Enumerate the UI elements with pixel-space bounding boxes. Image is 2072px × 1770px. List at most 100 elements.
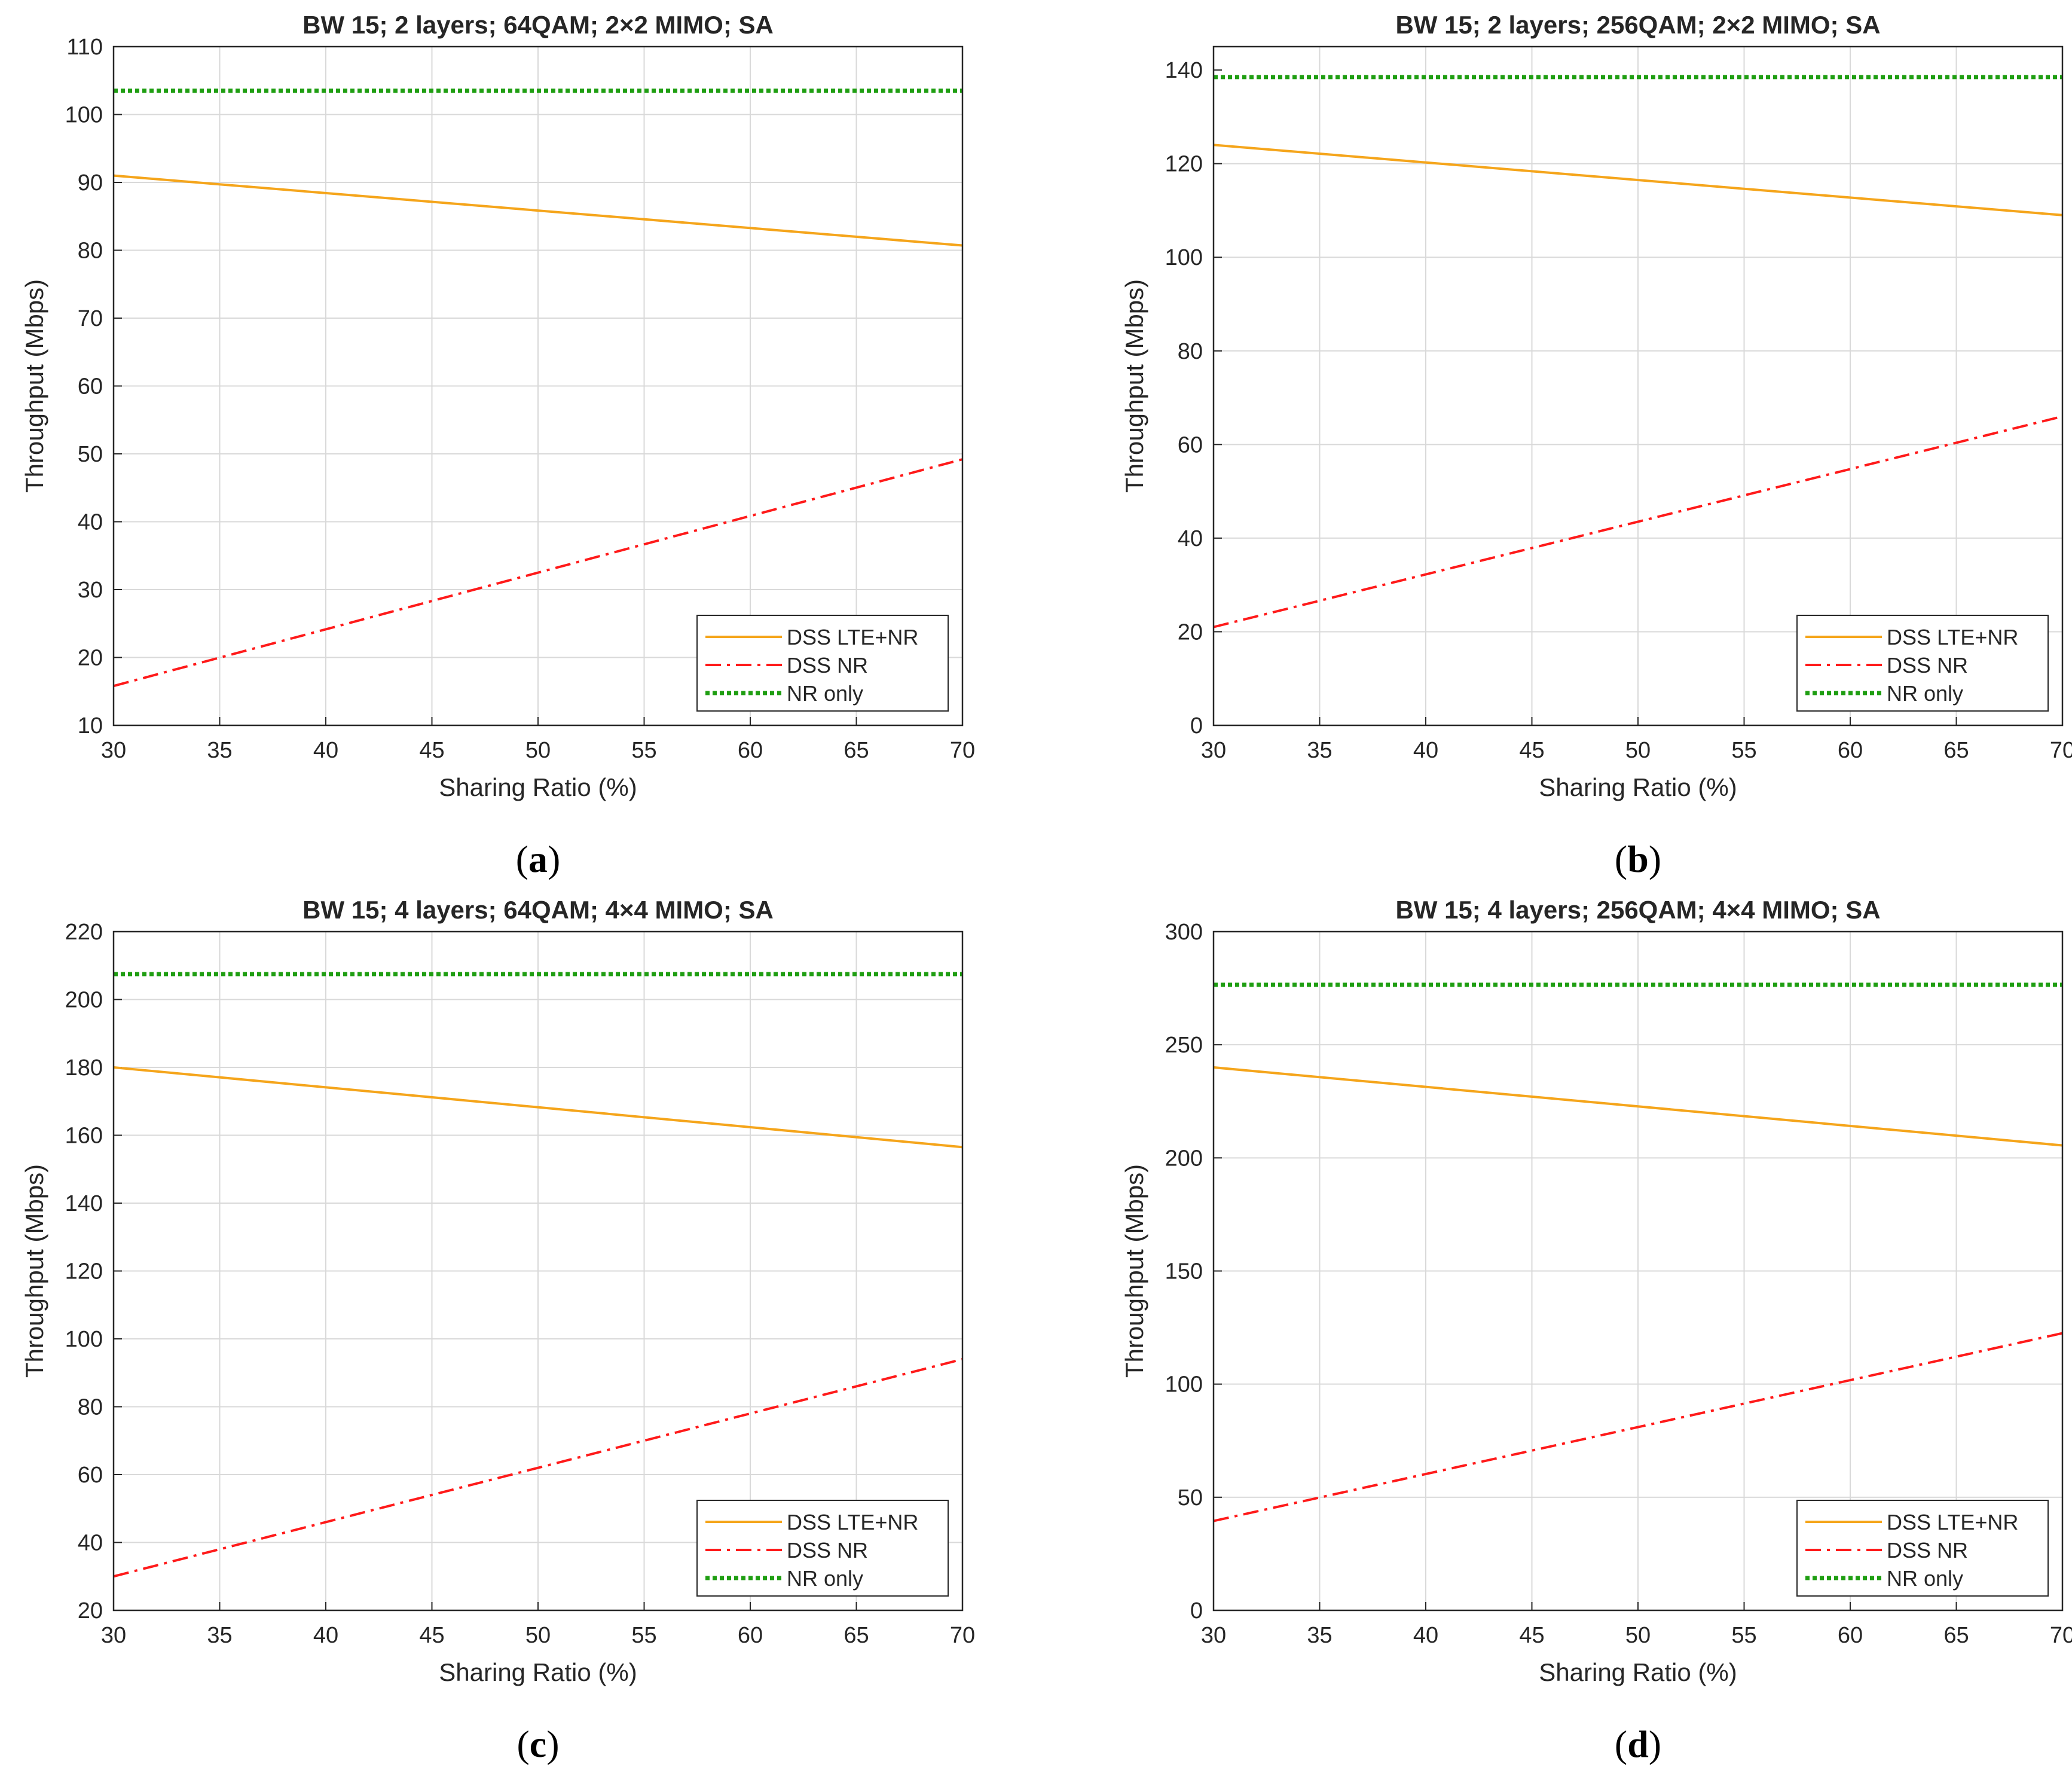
y-tick-label: 20 [78,1598,103,1623]
x-tick-label: 55 [631,738,656,763]
panel-caption: (d) [1615,1723,1661,1765]
y-tick-label: 110 [66,35,103,60]
y-tick-label: 120 [65,1259,103,1284]
y-tick-label: 10 [78,713,103,738]
x-tick-label: 65 [844,738,869,763]
x-axis-label: Sharing Ratio (%) [1539,1658,1737,1686]
y-tick-label: 300 [1165,920,1203,945]
y-tick-label: 100 [1165,245,1203,270]
y-tick-label: 20 [1178,620,1203,645]
y-tick-label: 0 [1190,1598,1203,1623]
x-tick-label: 70 [950,738,975,763]
legend: DSS LTE+NR DSS NR NR only [696,615,949,712]
y-tick-label: 120 [1165,152,1203,177]
x-tick-label: 60 [738,1623,763,1648]
chart-title: BW 15; 4 layers; 64QAM; 4×4 MIMO; SA [302,896,774,924]
series-line-dss-nr [1213,1332,2063,1522]
y-tick-label: 80 [78,1395,103,1420]
x-tick-label: 35 [1307,1623,1332,1648]
x-tick-label: 60 [1838,738,1863,763]
x-tick-label: 30 [1201,738,1226,763]
x-tick-label: 45 [419,738,444,763]
legend-label: DSS LTE+NR [1887,1510,2018,1534]
panel-caption: (a) [516,838,561,880]
y-tick-label: 180 [65,1055,103,1081]
legend-box [1796,615,2049,712]
legend-label: DSS NR [1887,1538,1968,1563]
legend-label: DSS LTE+NR [787,1510,918,1534]
x-tick-label: 35 [207,1623,232,1648]
x-tick-label: 40 [313,738,338,763]
y-tick-label: 50 [78,442,103,467]
y-tick-label: 100 [65,1327,103,1352]
x-tick-label: 60 [738,738,763,763]
x-tick-label: 35 [1307,738,1332,763]
legend-label: DSS LTE+NR [1887,625,2018,649]
legend: DSS LTE+NR DSS NR NR only [1796,615,2049,712]
x-tick-label: 65 [844,1623,869,1648]
y-tick-label: 60 [78,374,103,399]
chart-panel-a: 30 35 40 45 50 55 60 65 70 10 20 30 40 50 60 70 80 90 100 1… [0,0,975,885]
y-tick-label: 220 [65,920,103,945]
chart-title: BW 15; 4 layers; 256QAM; 4×4 MIMO; SA [1395,896,1880,924]
x-tick-label: 65 [1943,738,1969,763]
chart-svg: 30 35 40 45 50 55 60 65 70 0 20 40 60 80 100 120 140 DSS … [1120,11,2072,880]
y-axis-label: Throughput (Mbps) [20,1164,48,1378]
chart-svg: 30 35 40 45 50 55 60 65 70 0 50 100 150 200 250 300 DSS … [1120,896,2072,1765]
y-axis-label: Throughput (Mbps) [1120,1164,1148,1378]
legend-box [1796,1500,2049,1597]
y-axis-label: Throughput (Mbps) [1120,279,1148,493]
y-tick-label: 140 [65,1191,103,1216]
x-tick-label: 55 [631,1623,656,1648]
y-axis-label: Throughput (Mbps) [20,279,48,493]
chart-title: BW 15; 2 layers; 64QAM; 2×2 MIMO; SA [302,11,774,39]
y-tick-label: 70 [78,306,103,331]
y-tick-label: 100 [65,103,103,128]
y-tick-label: 20 [78,646,103,671]
series-line-dss-nr [113,1358,963,1578]
y-tick-label: 0 [1190,713,1203,738]
x-tick-label: 30 [101,1623,126,1648]
x-tick-label: 65 [1943,1623,1969,1648]
legend-box [696,1500,949,1597]
x-tick-label: 40 [1413,1623,1438,1648]
panel-caption: (b) [1615,838,1661,880]
x-tick-label: 55 [1731,1623,1756,1648]
x-axis-label: Sharing Ratio (%) [439,1658,637,1686]
panel-caption: (c) [517,1723,559,1765]
chart-panel-b: 30 35 40 45 50 55 60 65 70 0 20 40 60 80 100 120 140 DSS … [1100,0,2072,885]
legend-box [696,615,949,712]
y-tick-label: 200 [1165,1146,1203,1171]
legend: DSS LTE+NR DSS NR NR only [1796,1500,2049,1597]
legend-label: DSS LTE+NR [787,625,918,649]
chart-svg: 30 35 40 45 50 55 60 65 70 20 40 60 80 100 120 140 160 18… [20,896,975,1765]
x-tick-label: 35 [207,738,232,763]
x-axis-label: Sharing Ratio (%) [439,773,637,801]
x-tick-label: 40 [1413,738,1438,763]
legend-label: NR only [1887,681,1963,706]
y-tick-label: 40 [1178,526,1203,551]
chart-svg: 30 35 40 45 50 55 60 65 70 10 20 30 40 50 60 70 80 90 100 1… [20,11,975,880]
y-tick-label: 90 [78,170,103,196]
y-tick-label: 30 [78,578,103,603]
y-tick-label: 40 [78,1531,103,1556]
axes-box [112,45,964,727]
legend-label: NR only [787,681,863,706]
legend: DSS LTE+NR DSS NR NR only [696,1500,949,1597]
y-tick-label: 150 [1165,1259,1203,1284]
y-tick-label: 80 [78,239,103,264]
series-line-dss-lte-nr [113,174,963,247]
chart-title: BW 15; 2 layers; 256QAM; 2×2 MIMO; SA [1395,11,1880,39]
x-tick-label: 45 [1519,1623,1544,1648]
series-line-dss-nr [113,458,963,688]
y-tick-label: 100 [1165,1372,1203,1397]
chart-panel-d: 30 35 40 45 50 55 60 65 70 0 50 100 150 200 250 300 DSS … [1100,885,2072,1770]
x-tick-label: 50 [1625,1623,1651,1648]
x-tick-label: 45 [419,1623,444,1648]
x-tick-label: 30 [1201,1623,1226,1648]
x-axis-label: Sharing Ratio (%) [1539,773,1737,801]
y-tick-label: 160 [65,1124,103,1149]
axes-box [1212,45,2064,727]
y-tick-label: 40 [78,510,103,535]
x-tick-label: 70 [2050,1623,2072,1648]
